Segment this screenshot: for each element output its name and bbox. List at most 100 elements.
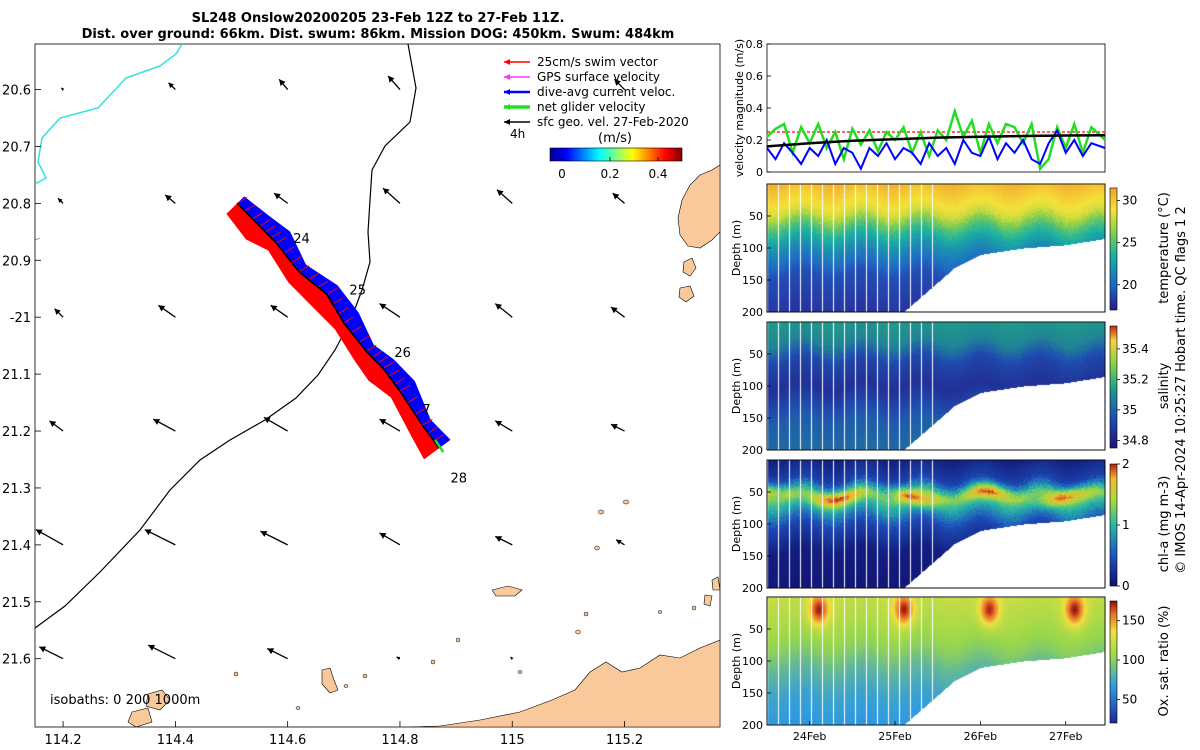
swim-vector [332,297,343,305]
temperature-y-tick-label: 50 [749,210,763,223]
land-island-lower-left-2 [145,689,171,711]
geo-velocity-arrow [260,530,288,546]
map-y-tick-label: 20.8 [2,197,31,212]
salinity-colorbar-tick-label: 35 [1122,403,1137,417]
land-island-small-1 [682,257,697,277]
temperature-y-label: Depth (m) [730,220,743,276]
temperature-colorbar [1109,187,1118,311]
salinity-y-tick-label: 150 [742,412,763,425]
map-y-tick-label: 20.6 [2,84,31,99]
geo-velocity-arrow [49,420,64,432]
geo-velocity-arrow-head [616,539,622,545]
time-step-label: 4h [510,127,525,141]
oxygen-colorbar-label: Ox. sat. ratio (%) [1157,606,1172,717]
chl-a-colorbar-label: chl-a (mg m-3) [1157,476,1172,573]
geo-vector-field [35,75,626,660]
geo-velocity-arrow [152,418,176,432]
geo-velocity-arrow-head [396,656,401,660]
geo-velocity-arrow [379,418,401,432]
chl-a-y-label: Depth (m) [730,496,743,552]
swim-vector [298,265,310,273]
day-label: 25 [349,283,366,298]
salinity-colorbar-tick-label: 34.8 [1122,433,1149,447]
salinity-field [767,322,1105,450]
geo-velocity-arrow [273,192,289,204]
oxygen-colorbar-tick-label: 100 [1122,653,1145,667]
land-island-right-small-2 [703,594,713,607]
chl-a-colorbar [1109,463,1118,587]
copyright-note: © IMOS 14-Apr-2024 10:25:27 Hobart time.… [1174,206,1189,573]
oxygen-colorbar-tick-label: 150 [1122,614,1145,628]
map-x-tick-label: 114.6 [269,733,306,748]
oxygen-colorbar [1109,600,1118,724]
geo-velocity-arrow-head [35,529,43,536]
colorbar-gradient [549,147,683,162]
geo-velocity-arrow [147,644,176,660]
geo-velocity-arrow-head [614,79,621,86]
day-label: 28 [450,471,467,486]
geo-velocity-arrow [494,303,513,318]
geo-velocity-arrow-head [260,530,268,537]
title-line-1: SL248 Onslow20200205 23-Feb 12Z to 27-Fe… [192,11,565,26]
geo-velocity-arrow-head [610,307,618,314]
geo-velocity-arrow [613,78,626,90]
geo-velocity-arrow [35,529,64,546]
geo-velocity-arrow [379,303,401,318]
geo-velocity-arrow [38,646,64,660]
geo-velocity-arrow-head [495,420,503,427]
legend-swatch-arrowhead [504,89,510,95]
small-islets [233,499,697,710]
swim-vector [308,272,319,280]
chl-a-y-tick-label: 100 [742,518,763,531]
swim-vector [265,225,276,233]
velocity-y-tick-label: 0.4 [746,102,764,115]
geo-velocity-arrow [610,423,625,432]
chl-a-y-tick-label: 150 [742,550,763,563]
legend-label: net glider velocity [537,100,645,114]
geo-velocity-arrow-head [496,189,504,197]
geo-velocity-arrow-head [263,417,271,424]
geo-velocity-arrow [144,528,176,546]
geo-velocity-arrow [270,304,289,318]
geo-velocity-arrow-head [54,308,61,315]
temperature-colorbar-tick-label: 30 [1122,194,1137,208]
chl-a-colorbar-tick-label: 2 [1122,457,1130,471]
geo-velocity-arrow-head [495,536,503,543]
map-y-tick-label: 21.1 [2,368,31,383]
map-x-tick-label: 115 [500,733,525,748]
day-label: 7 [422,403,430,418]
geo-velocity-arrow-head [153,419,161,425]
title-line-2: Dist. over ground: 66km. Dist. swum: 86k… [82,27,675,42]
swim-vector [377,356,388,364]
map-panel: 114.2 114.4 114.6 114.8 115 115.2 20.620.720.… [2,43,721,748]
oxygen-y-tick-label: 150 [742,687,763,700]
geo-velocity-arrow-head [274,193,281,200]
geo-velocity-arrow-head [379,532,387,539]
geo-velocity-arrow-head [279,79,286,87]
legend-swatch-arrowhead [504,74,510,80]
temperature-y-tick-label: 100 [742,242,763,255]
salinity-colorbar-label: salinity [1157,362,1172,409]
geo-velocity-arrow-head [610,423,618,430]
legend-swatch-arrowhead [504,119,510,125]
chl-a-field [767,460,1105,588]
geo-velocity-arrow-head [165,194,172,202]
geo-velocity-arrow [164,194,176,204]
geo-velocity-arrow [612,192,625,204]
temperature-colorbar-label: temperature (°C) [1157,192,1172,304]
land-island-small-2 [678,285,695,303]
map-y-tick-label: 20.7 [2,140,31,155]
swim-vector-fan [226,203,440,460]
isobath-1000m [35,237,41,241]
swim-vector [371,350,383,358]
isobaths-label: isobaths: 0 200 1000m [50,693,200,708]
chl-a-y-tick-label: 50 [749,486,763,499]
map-day-labels: 24 25 26 7 28 [293,232,467,486]
oxygen-field [767,597,1105,725]
salinity-colorbar-tick-label: 35.2 [1122,372,1149,386]
map-y-tick-label: 21.3 [2,482,31,497]
geo-velocity-arrow-head [270,305,278,312]
land-island-mid [491,585,523,597]
geo-velocity-arrow-head [39,646,47,653]
